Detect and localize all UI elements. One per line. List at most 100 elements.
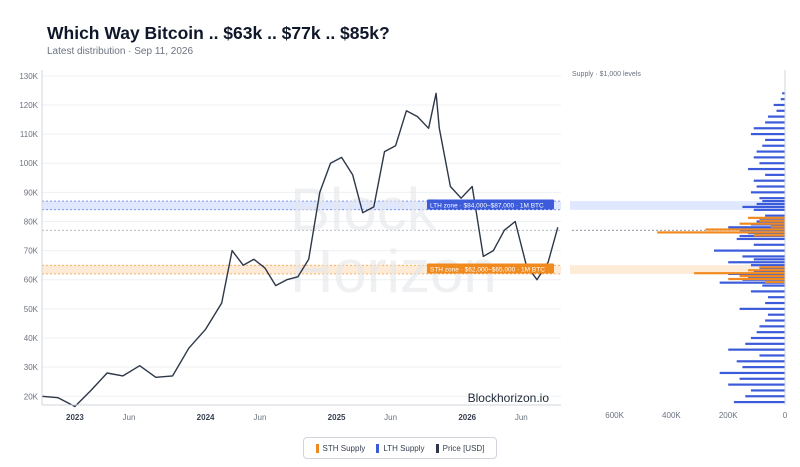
lth-supply-bar <box>728 348 785 351</box>
supply-tick-label: 600K <box>605 411 624 420</box>
legend-swatch-lth <box>376 443 380 453</box>
lth-supply-bar <box>750 264 785 267</box>
y-tick-label: 50K <box>24 305 39 314</box>
lth-supply-bar <box>753 127 785 130</box>
legend-label-price: Price [USD] <box>442 443 485 453</box>
chart-title: Which Way Bitcoin .. $63k .. $77k .. $85… <box>47 23 390 43</box>
lth-supply-bar <box>765 121 785 124</box>
lth-supply-bar <box>767 115 785 118</box>
supply-zone-band <box>570 201 785 210</box>
lth-supply-bar <box>767 296 785 299</box>
lth-supply-bar <box>780 98 785 101</box>
lth-supply-bar <box>742 366 785 369</box>
lth-supply-bar <box>750 389 785 392</box>
chart-svg: Block Horizon LTH zone · $84,000–$87,000… <box>19 70 788 422</box>
lth-supply-bar <box>739 377 785 380</box>
sth-supply-bar <box>759 219 785 222</box>
sth-supply-bar <box>739 275 785 278</box>
lth-supply-bar <box>719 281 785 284</box>
lth-supply-bar <box>745 342 785 345</box>
lth-supply-bar <box>759 325 785 328</box>
lth-supply-bar <box>753 156 785 159</box>
lth-supply-bar <box>753 258 785 261</box>
lth-supply-bar <box>756 331 785 334</box>
lth-supply-bar <box>742 255 785 258</box>
lth-supply-bar <box>728 261 785 264</box>
x-tick-label: Jun <box>384 413 397 422</box>
y-tick-label: 70K <box>24 247 39 256</box>
lth-supply-bar <box>736 237 785 241</box>
lth-supply-bar <box>773 103 785 107</box>
watermark-line-1: Block <box>290 176 438 243</box>
lth-supply-bar <box>736 360 785 363</box>
x-tick-label: 2025 <box>328 413 346 422</box>
sth-supply-bar <box>739 222 785 225</box>
supply-panel-title: Supply · $1,000 levels <box>572 71 641 78</box>
y-tick-label: 110K <box>20 130 39 139</box>
chart-subtitle: Latest distribution · Sep 11, 2026 <box>47 46 194 57</box>
lth-supply-bar <box>742 205 785 209</box>
sth-supply-bar <box>657 231 785 234</box>
price-series <box>41 92 559 408</box>
legend-item-price[interactable]: Price [USD] <box>435 443 485 453</box>
lth-supply-bar <box>765 138 785 142</box>
sth-supply-bar <box>694 272 785 275</box>
lth-supply-bar <box>765 319 785 322</box>
lth-supply-bar <box>733 400 785 404</box>
lth-supply-bar <box>753 179 785 182</box>
zone-band <box>42 265 561 274</box>
lth-supply-bar <box>765 173 785 176</box>
y-tick-label: 90K <box>24 188 39 197</box>
y-tick-label: 100K <box>19 159 38 168</box>
x-axis: 2023 Jun 2024 Jun 2025 Jun 2026 Jun <box>42 404 561 422</box>
x-tick-label: Jun <box>123 413 136 422</box>
lth-supply-bar <box>714 249 785 252</box>
sth-supply-bar <box>770 225 785 228</box>
sth-supply-bar <box>765 280 785 284</box>
supply-x-axis: 600K 400K 200K 0 <box>605 70 788 420</box>
supply-bars <box>657 92 785 404</box>
lth-supply-bar <box>767 313 785 316</box>
x-tick-label: 2026 <box>458 413 476 422</box>
lth-supply-bar <box>762 144 785 147</box>
sth-supply-bar <box>759 266 785 269</box>
zone-label-bg <box>427 199 554 210</box>
zone-label: LTH zone · $84,000–$87,000 · 1M BTC <box>430 202 544 209</box>
zone-label: STH zone · $62,000–$65,000 · 1M BTC <box>430 267 545 274</box>
lth-supply-bar <box>753 243 785 246</box>
lth-supply-bar <box>750 191 785 194</box>
legend-swatch-sth <box>315 443 319 453</box>
legend-swatch-price <box>435 443 439 453</box>
lth-supply-bar <box>762 284 785 287</box>
lth-supply-bar <box>756 185 785 188</box>
y-tick-label: 60K <box>24 276 39 285</box>
lth-supply-bar <box>728 226 785 229</box>
lth-supply-bar <box>750 290 785 293</box>
zone-label-bg <box>427 263 554 274</box>
lth-supply-bar <box>759 354 785 357</box>
credit-text: Blockhorizon.io <box>468 391 550 405</box>
lth-supply-bar <box>762 199 785 203</box>
lth-supply-bar <box>759 162 785 165</box>
legend-label-sth: STH Supply <box>322 443 366 453</box>
sth-supply-bar <box>728 277 785 281</box>
lth-supply-bar <box>728 383 785 386</box>
y-tick-label: 120K <box>19 101 38 110</box>
sth-supply-bar <box>753 234 785 237</box>
sth-supply-bar <box>705 228 785 231</box>
x-tick-label: Jun <box>254 413 267 422</box>
y-tick-label: 30K <box>24 363 39 372</box>
supply-zone-band <box>570 265 785 274</box>
legend-item-lth[interactable]: LTH Supply <box>376 443 425 453</box>
lth-supply-bar <box>753 208 785 211</box>
legend-item-sth[interactable]: STH Supply <box>315 443 366 453</box>
lth-supply-bar <box>748 167 785 171</box>
x-tick-label: Jun <box>515 413 528 422</box>
lth-supply-bar <box>776 109 785 112</box>
sth-supply-bar <box>748 216 785 219</box>
lth-supply-bar <box>750 132 785 136</box>
y-tick-label: 130K <box>19 72 38 81</box>
x-tick-label: 2024 <box>197 413 215 422</box>
supply-tick-label: 200K <box>719 411 738 420</box>
lth-supply-bar <box>756 202 785 206</box>
